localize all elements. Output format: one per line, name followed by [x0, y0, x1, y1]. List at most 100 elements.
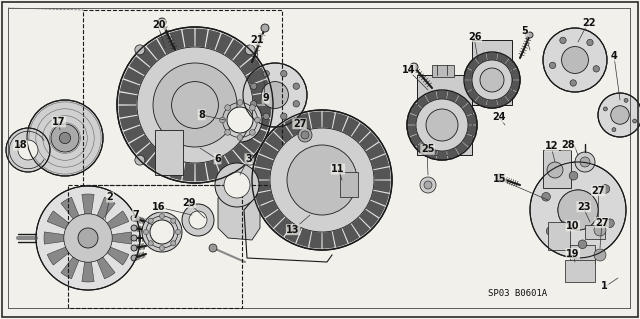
Wedge shape — [240, 135, 261, 154]
Text: 27: 27 — [292, 119, 307, 129]
Wedge shape — [360, 210, 379, 228]
Circle shape — [60, 132, 70, 144]
Wedge shape — [333, 229, 348, 247]
Wedge shape — [88, 238, 129, 265]
Circle shape — [543, 28, 607, 92]
Circle shape — [578, 240, 587, 249]
Circle shape — [480, 68, 504, 92]
Circle shape — [472, 60, 512, 100]
Wedge shape — [44, 232, 88, 244]
Circle shape — [131, 215, 137, 221]
Circle shape — [252, 110, 392, 250]
Wedge shape — [416, 95, 429, 108]
Wedge shape — [250, 116, 270, 130]
Text: 21: 21 — [250, 35, 264, 45]
Circle shape — [426, 109, 458, 141]
Circle shape — [424, 181, 432, 189]
Wedge shape — [462, 103, 474, 116]
Circle shape — [604, 107, 607, 111]
Circle shape — [209, 244, 217, 252]
Wedge shape — [505, 89, 516, 101]
Polygon shape — [218, 192, 260, 240]
Text: SP03 B0601A: SP03 B0601A — [488, 290, 547, 299]
Wedge shape — [88, 211, 129, 238]
Text: 9: 9 — [262, 93, 269, 103]
Text: 4: 4 — [611, 51, 618, 61]
Text: 13: 13 — [286, 225, 300, 235]
Wedge shape — [510, 68, 520, 80]
Circle shape — [175, 229, 180, 234]
Wedge shape — [118, 93, 138, 105]
Wedge shape — [455, 95, 468, 108]
Wedge shape — [233, 143, 253, 163]
Circle shape — [558, 190, 598, 230]
Bar — [68, 185, 242, 308]
FancyBboxPatch shape — [570, 245, 595, 263]
Circle shape — [245, 155, 255, 165]
Circle shape — [287, 145, 357, 215]
Wedge shape — [61, 197, 88, 238]
Circle shape — [561, 47, 588, 73]
Circle shape — [135, 45, 145, 55]
FancyBboxPatch shape — [543, 150, 571, 188]
Wedge shape — [447, 148, 459, 159]
Wedge shape — [240, 56, 261, 75]
Wedge shape — [374, 181, 390, 193]
FancyBboxPatch shape — [472, 40, 512, 105]
Text: 8: 8 — [198, 110, 205, 120]
Wedge shape — [497, 96, 509, 107]
Circle shape — [611, 106, 629, 124]
Bar — [83, 10, 282, 185]
Circle shape — [301, 131, 309, 139]
Wedge shape — [342, 117, 360, 136]
Text: 2: 2 — [107, 192, 113, 202]
Circle shape — [407, 90, 477, 160]
Circle shape — [270, 128, 374, 232]
Circle shape — [558, 190, 598, 230]
Wedge shape — [371, 154, 389, 169]
Wedge shape — [259, 142, 278, 160]
Wedge shape — [374, 167, 390, 180]
Wedge shape — [351, 123, 370, 143]
Wedge shape — [351, 217, 370, 237]
Wedge shape — [475, 53, 487, 64]
Wedge shape — [467, 89, 479, 101]
FancyBboxPatch shape — [585, 225, 605, 239]
Circle shape — [624, 98, 628, 102]
Circle shape — [117, 27, 273, 183]
Wedge shape — [274, 217, 292, 237]
Circle shape — [148, 218, 153, 223]
Wedge shape — [195, 29, 207, 47]
Wedge shape — [436, 151, 447, 159]
Circle shape — [158, 18, 166, 26]
Wedge shape — [82, 194, 94, 238]
Wedge shape — [410, 134, 422, 147]
Text: 27: 27 — [595, 218, 609, 228]
Wedge shape — [486, 53, 498, 60]
Circle shape — [549, 62, 556, 69]
Wedge shape — [147, 150, 165, 171]
Text: 19: 19 — [566, 249, 580, 259]
Wedge shape — [274, 123, 292, 143]
Wedge shape — [246, 125, 267, 143]
Circle shape — [605, 219, 614, 227]
Circle shape — [131, 255, 137, 261]
Wedge shape — [82, 238, 94, 282]
Circle shape — [263, 70, 269, 77]
Wedge shape — [486, 100, 498, 108]
Circle shape — [250, 130, 255, 135]
Wedge shape — [333, 113, 348, 131]
FancyBboxPatch shape — [340, 172, 358, 197]
Wedge shape — [225, 150, 244, 171]
Circle shape — [36, 186, 140, 290]
Circle shape — [298, 128, 312, 142]
Wedge shape — [296, 113, 311, 131]
Text: 14: 14 — [401, 64, 415, 75]
Wedge shape — [425, 148, 437, 159]
Text: 18: 18 — [13, 140, 28, 150]
Wedge shape — [129, 135, 150, 154]
Text: 10: 10 — [566, 221, 580, 231]
Wedge shape — [157, 33, 175, 54]
Text: 16: 16 — [152, 202, 166, 212]
Circle shape — [633, 119, 637, 123]
